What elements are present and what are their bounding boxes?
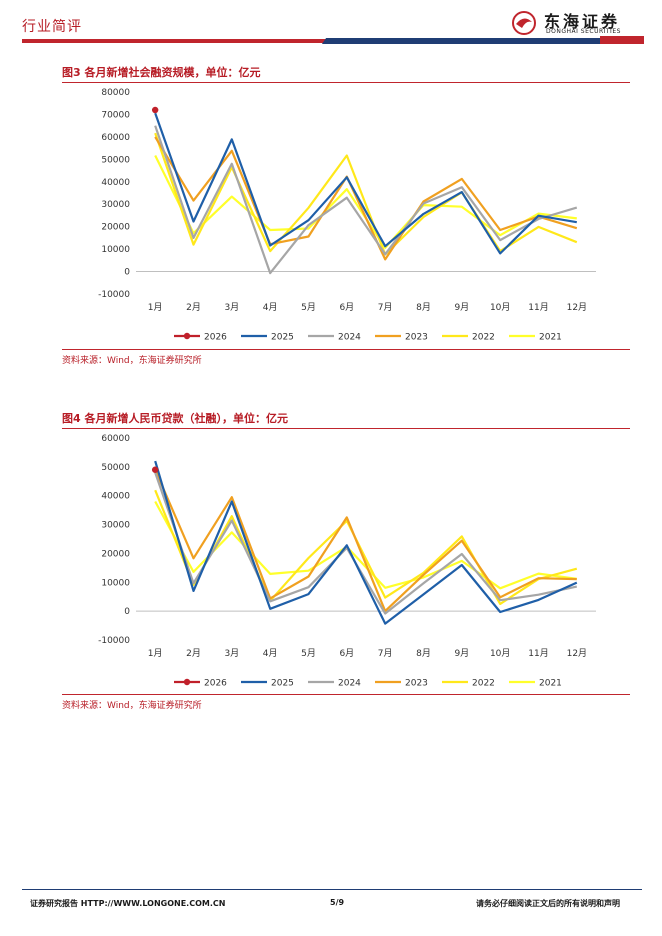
chart-0-xtick-6: 7月: [378, 302, 393, 313]
chart-1-legend-label-2021: 2021: [539, 679, 562, 689]
chart-1-ytick-7: 60000: [101, 434, 130, 444]
figure-4-top-rule: [62, 428, 630, 429]
header-bar-navy: [321, 38, 619, 44]
chart-0-ytick-3: 20000: [101, 223, 130, 233]
footer-left: 证券研究报告 HTTP://WWW.LONGONE.COM.CN: [30, 899, 226, 908]
logo-name-cn: 东海证券: [544, 12, 621, 31]
chart-1-ytick-3: 20000: [101, 549, 130, 559]
chart-1-series-2024: [154, 472, 578, 615]
chart-0-ytick-7: 60000: [101, 133, 130, 143]
chart-1-ytick-0: -10000: [98, 636, 130, 646]
chart-0-point-2026-0: [151, 106, 159, 114]
figure-3-title: 图3 各月新增社会融资规模，单位：亿元: [62, 66, 261, 79]
chart-0-legend-label-2025: 2025: [271, 333, 294, 343]
chart-0-xtick-2: 3月: [224, 302, 239, 313]
chart-0-xtick-3: 4月: [263, 302, 278, 313]
chart-0-legend-label-2023: 2023: [405, 333, 428, 343]
section-title: 行业简评: [22, 19, 82, 35]
chart-1-legend-marker-2026: [183, 678, 191, 686]
figure-3-source: 资料来源：Wind，东海证券研究所: [62, 356, 202, 366]
chart-0-legend-label-2022: 2022: [472, 333, 495, 343]
chart-1-xtick-5: 6月: [339, 648, 354, 659]
chart-1-xtick-10: 11月: [528, 648, 548, 659]
donghai-logo-icon: [512, 11, 536, 35]
chart-1-xtick-3: 4月: [263, 648, 278, 659]
figure-3-chart: -10000 0 10000 20000 30000 40000 50000 60000 700…: [98, 88, 596, 343]
figure-3-bottom-rule: [62, 349, 630, 350]
chart-1-xtick-9: 10月: [490, 648, 510, 659]
chart-1-series-2025: [154, 460, 578, 625]
footer-page-number: 5/9: [330, 898, 345, 907]
chart-1-series-2021: [154, 500, 577, 590]
chart-1-xtick-6: 7月: [378, 648, 393, 659]
chart-0-xtick-8: 9月: [454, 302, 469, 313]
chart-1-legend-label-2022: 2022: [472, 679, 495, 689]
chart-1-xtick-4: 5月: [301, 648, 316, 659]
chart-1-xtick-2: 3月: [224, 648, 239, 659]
logo-name-en: DONGHAI SECURITIES: [546, 28, 621, 35]
footer-disclaimer: 请务必仔细阅读正文后的所有说明和声明: [476, 899, 620, 908]
chart-1-ytick-6: 50000: [101, 463, 130, 473]
chart-0-ytick-2: 10000: [101, 245, 130, 255]
chart-0-ytick-4: 30000: [101, 200, 130, 210]
chart-1-ytick-5: 40000: [101, 492, 130, 502]
chart-0-series-2025: [154, 112, 577, 255]
chart-0-ytick-8: 70000: [101, 110, 130, 120]
chart-0-legend-label-2024: 2024: [338, 333, 361, 343]
chart-0-series-2024: [154, 125, 578, 275]
chart-1-series-2023: [154, 469, 577, 613]
chart-0-series-2022: [154, 132, 578, 256]
chart-0-ytick-5: 40000: [101, 178, 130, 188]
chart-1-legend-label-2026: 2026: [204, 679, 227, 689]
chart-0-xtick-9: 10月: [490, 302, 510, 313]
chart-0-xtick-7: 8月: [416, 302, 431, 313]
chart-0-legend-label-2021: 2021: [539, 333, 562, 343]
chart-0-xtick-0: 1月: [148, 302, 163, 313]
chart-0-xtick-5: 6月: [339, 302, 354, 313]
chart-0-ytick-0: -10000: [98, 290, 130, 300]
chart-1-legend-label-2025: 2025: [271, 679, 294, 689]
chart-0-ytick-9: 80000: [101, 88, 130, 98]
footer-rule: [22, 889, 642, 890]
chart-1-ytick-4: 30000: [101, 521, 130, 531]
chart-1-xtick-0: 1月: [148, 648, 163, 659]
chart-1-ytick-1: 0: [124, 607, 130, 617]
chart-0-xtick-1: 2月: [186, 302, 201, 313]
chart-0-xtick-4: 5月: [301, 302, 316, 313]
chart-0-xtick-10: 11月: [528, 302, 548, 313]
figure-4-bottom-rule: [62, 694, 630, 695]
header-bar-red: [22, 39, 328, 43]
chart-1-xtick-7: 8月: [416, 648, 431, 659]
figure-3-top-rule: [62, 82, 630, 83]
chart-0-xtick-11: 12月: [567, 302, 587, 313]
chart-1-point-2026-0: [151, 466, 159, 473]
chart-0-series-2023: [154, 136, 578, 261]
chart-0-ytick-6: 50000: [101, 155, 130, 165]
chart-1-legend-label-2023: 2023: [405, 679, 428, 689]
chart-0-ytick-1: 0: [124, 268, 130, 278]
figure-4-chart: -10000 0 10000 20000 30000 40000 50000 60000 1月 2…: [98, 434, 596, 689]
chart-0-legend-label-2026: 2026: [204, 333, 227, 343]
figure-4-source: 资料来源：Wind，东海证券研究所: [62, 701, 202, 711]
chart-1-xtick-1: 2月: [186, 648, 201, 659]
header-bar-accent: [600, 36, 644, 44]
chart-0-legend-marker-2026: [183, 332, 191, 340]
chart-1-ytick-2: 10000: [101, 578, 130, 588]
chart-1-xtick-11: 12月: [567, 648, 587, 659]
chart-1-legend-label-2024: 2024: [338, 679, 361, 689]
figure-4-title: 图4 各月新增人民币贷款（社融），单位：亿元: [62, 412, 288, 425]
chart-1-xtick-8: 9月: [454, 648, 469, 659]
